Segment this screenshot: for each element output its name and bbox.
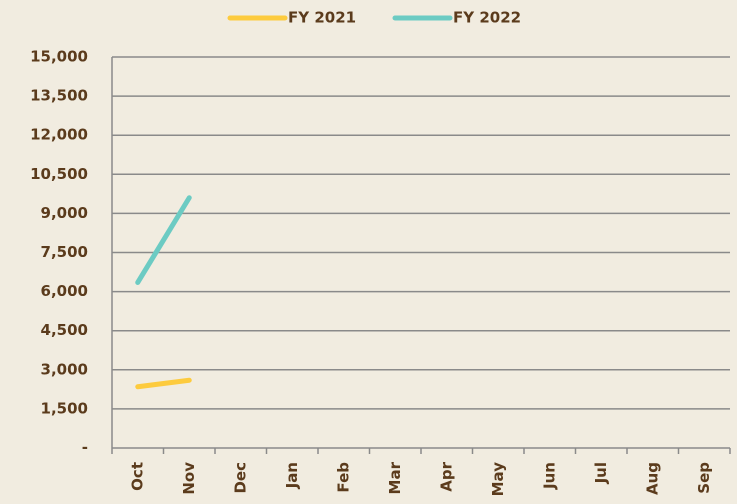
y-tick-label: 6,000 bbox=[41, 282, 88, 300]
y-tick-label: 12,000 bbox=[30, 126, 88, 144]
x-tick-label: Nov bbox=[180, 462, 198, 495]
y-tick-label: 1,500 bbox=[41, 399, 88, 417]
x-tick-label: Jul bbox=[592, 462, 610, 484]
y-tick-label: 15,000 bbox=[30, 48, 88, 66]
y-tick-label: 10,500 bbox=[30, 165, 88, 183]
x-tick-label: Oct bbox=[128, 462, 146, 491]
x-tick-label: Sep bbox=[695, 462, 713, 494]
y-tick-label: 7,500 bbox=[41, 243, 88, 261]
x-tick-label: Dec bbox=[231, 462, 249, 494]
line-series bbox=[138, 198, 190, 283]
y-tick-label: 4,500 bbox=[41, 321, 88, 339]
legend-label: FY 2021 bbox=[288, 9, 356, 27]
legend-label: FY 2022 bbox=[453, 9, 521, 27]
y-tick-label: 13,500 bbox=[30, 87, 88, 105]
x-tick-label: May bbox=[489, 462, 507, 497]
y-tick-label: 9,000 bbox=[41, 204, 88, 222]
x-tick-label: Jun bbox=[540, 462, 558, 490]
x-tick-label: Jan bbox=[283, 462, 301, 489]
chart: - 1,500 3,000 4,500 6,000 7,500 9,000 10,500 12,… bbox=[0, 0, 737, 504]
line-series bbox=[138, 380, 190, 387]
y-tick-label: 3,000 bbox=[41, 360, 88, 378]
x-tick-label: Aug bbox=[643, 462, 661, 495]
x-tick-label: Mar bbox=[386, 461, 404, 494]
x-tick-label: Feb bbox=[334, 462, 352, 493]
x-tick-label: Apr bbox=[437, 461, 455, 491]
y-tick-label: - bbox=[82, 439, 88, 457]
